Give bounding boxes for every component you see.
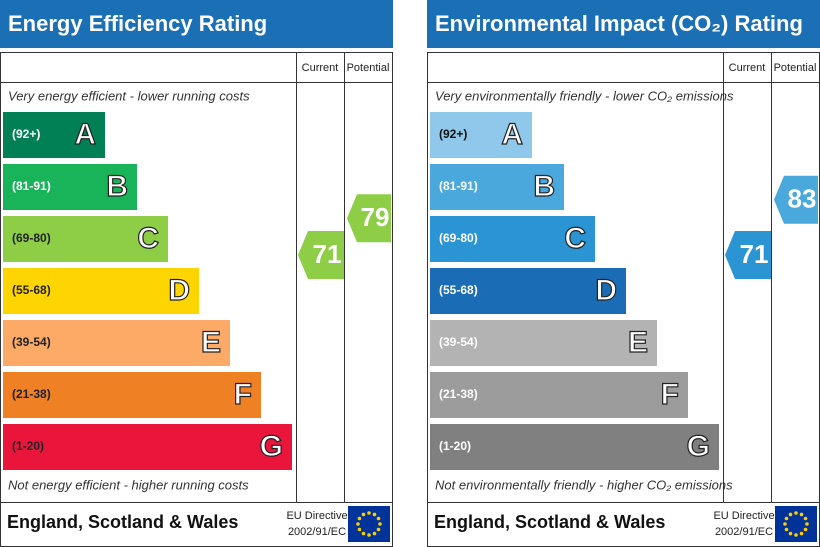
panel: Energy Efficiency Rating Current Potential… bbox=[0, 0, 393, 547]
band-letter: F bbox=[234, 378, 252, 411]
rating-value: 71 bbox=[740, 239, 769, 269]
header-current: Current bbox=[302, 62, 339, 74]
panel: Environmental Impact (CO₂) Rating Current… bbox=[427, 0, 820, 547]
band-letter: F bbox=[661, 378, 679, 411]
rating-arrow bbox=[298, 231, 344, 279]
eu-star bbox=[788, 531, 793, 536]
band bbox=[3, 216, 168, 262]
title-bar bbox=[427, 0, 820, 48]
bottom-note: Not environmentally friendly - higher CO… bbox=[435, 477, 733, 492]
band-letter: C bbox=[564, 222, 586, 255]
eu-star bbox=[799, 531, 804, 536]
eu-star bbox=[803, 516, 808, 521]
rating-arrow bbox=[725, 231, 771, 279]
bottom-note: Not energy efficient - higher running co… bbox=[8, 477, 249, 492]
band bbox=[3, 164, 137, 210]
band-letter: C bbox=[137, 222, 159, 255]
band bbox=[3, 320, 230, 366]
band bbox=[430, 320, 657, 366]
band-range: (39-54) bbox=[12, 335, 51, 349]
band-letter: D bbox=[595, 274, 617, 307]
band-range: (69-80) bbox=[439, 231, 478, 245]
eu-star bbox=[805, 522, 809, 526]
eu-star bbox=[376, 516, 381, 521]
header-potential: Potential bbox=[774, 62, 817, 74]
eu-star bbox=[357, 527, 362, 532]
band-range: (92+) bbox=[439, 127, 467, 141]
panel-title: Energy Efficiency Rating bbox=[8, 11, 267, 36]
title-bar bbox=[0, 0, 393, 48]
eu-star bbox=[361, 531, 366, 536]
eu-star bbox=[361, 512, 366, 517]
panel-title: Environmental Impact (CO₂) Rating bbox=[435, 11, 803, 36]
rating-value: 83 bbox=[788, 184, 817, 214]
eu-star bbox=[788, 512, 793, 517]
band-letter: B bbox=[106, 170, 128, 203]
eu-star bbox=[794, 533, 798, 537]
band-range: (92+) bbox=[12, 127, 40, 141]
band-letter: G bbox=[687, 430, 710, 463]
top-note: Very energy efficient - lower running co… bbox=[8, 88, 250, 103]
header-current: Current bbox=[729, 62, 766, 74]
band-range: (81-91) bbox=[12, 179, 51, 193]
band bbox=[3, 372, 261, 418]
rating-value: 79 bbox=[361, 202, 390, 232]
eu-star bbox=[372, 531, 377, 536]
eu-star bbox=[799, 512, 804, 517]
band-letter: B bbox=[533, 170, 555, 203]
band-letter: D bbox=[168, 274, 190, 307]
band-letter: A bbox=[74, 118, 96, 151]
eu-star bbox=[367, 511, 371, 515]
rating-arrow bbox=[774, 175, 818, 224]
band bbox=[430, 424, 719, 470]
eu-star bbox=[372, 512, 377, 517]
band-letter: E bbox=[628, 326, 648, 359]
eu-star bbox=[803, 527, 808, 532]
eu-star bbox=[356, 522, 360, 526]
band bbox=[3, 112, 105, 158]
band-letter: E bbox=[201, 326, 221, 359]
footer-region: England, Scotland & Wales bbox=[434, 512, 665, 532]
band-range: (81-91) bbox=[439, 179, 478, 193]
band bbox=[430, 112, 532, 158]
eu-star bbox=[367, 533, 371, 537]
band-range: (1-20) bbox=[12, 439, 44, 453]
band-range: (55-68) bbox=[12, 283, 51, 297]
top-note: Very environmentally friendly - lower CO… bbox=[435, 88, 734, 103]
rating-arrow bbox=[347, 194, 391, 243]
directive-code: 2002/91/EC bbox=[288, 526, 346, 538]
eu-star bbox=[376, 527, 381, 532]
directive-code: 2002/91/EC bbox=[715, 526, 773, 538]
band bbox=[3, 268, 199, 314]
band-range: (55-68) bbox=[439, 283, 478, 297]
eu-star bbox=[784, 516, 789, 521]
eu-star bbox=[794, 511, 798, 515]
rating-value: 71 bbox=[313, 239, 342, 269]
band-letter: A bbox=[501, 118, 523, 151]
eu-star bbox=[378, 522, 382, 526]
band-range: (21-38) bbox=[12, 387, 51, 401]
band bbox=[430, 372, 688, 418]
band bbox=[3, 424, 292, 470]
band-letter: G bbox=[260, 430, 283, 463]
band-range: (69-80) bbox=[12, 231, 51, 245]
band-range: (21-38) bbox=[439, 387, 478, 401]
band bbox=[430, 216, 595, 262]
header-potential: Potential bbox=[347, 62, 390, 74]
band-range: (1-20) bbox=[439, 439, 471, 453]
directive-label: EU Directive bbox=[286, 510, 347, 522]
band-range: (39-54) bbox=[439, 335, 478, 349]
footer-region: England, Scotland & Wales bbox=[7, 512, 238, 532]
band bbox=[430, 164, 564, 210]
band bbox=[430, 268, 626, 314]
eu-star bbox=[357, 516, 362, 521]
directive-label: EU Directive bbox=[713, 510, 774, 522]
eu-star bbox=[783, 522, 787, 526]
eu-star bbox=[784, 527, 789, 532]
